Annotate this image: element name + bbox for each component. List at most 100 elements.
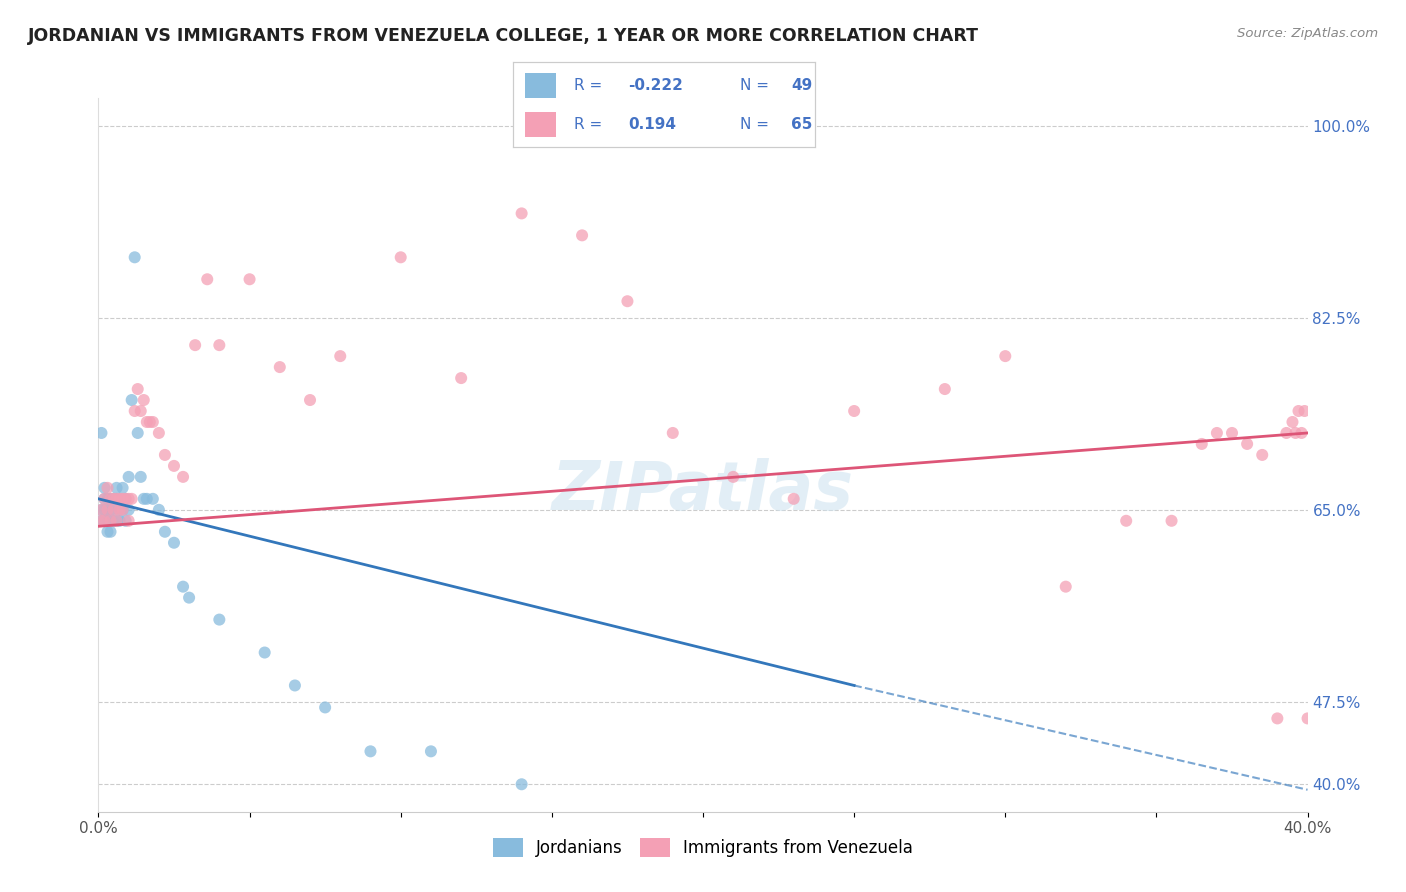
Point (96, 503, 118, 517)
Point (111, 491, 134, 506)
Point (96, 481, 118, 495)
Point (662, 425, 685, 440)
Point (93, 514, 115, 528)
Bar (526, 112, 555, 137)
Point (118, 503, 141, 517)
Point (269, 360, 291, 375)
Point (510, 206, 533, 220)
Point (132, 491, 155, 506)
Point (163, 458, 186, 473)
Point (1206, 425, 1229, 440)
Point (105, 481, 128, 495)
Point (108, 491, 131, 506)
Point (96, 503, 118, 517)
Point (208, 613, 231, 627)
Point (1291, 425, 1313, 440)
Point (103, 514, 125, 528)
Point (127, 425, 149, 440)
Point (329, 349, 352, 363)
Point (93, 491, 115, 506)
Point (1267, 711, 1289, 725)
Point (129, 404, 152, 418)
Point (148, 425, 170, 440)
Point (239, 272, 262, 286)
Point (105, 491, 128, 506)
Point (253, 646, 276, 660)
Point (360, 744, 382, 758)
Point (103, 491, 125, 506)
Text: ZIPatlas: ZIPatlas (553, 458, 853, 524)
Text: JORDANIAN VS IMMIGRANTS FROM VENEZUELA COLLEGE, 1 YEAR OR MORE CORRELATION CHART: JORDANIAN VS IMMIGRANTS FROM VENEZUELA C… (28, 27, 979, 45)
Point (124, 250, 146, 264)
Point (1294, 404, 1316, 418)
Point (723, 470, 745, 484)
Point (208, 338, 231, 352)
Point (783, 491, 806, 506)
Point (127, 382, 149, 396)
Point (934, 382, 956, 396)
Point (172, 580, 194, 594)
Point (111, 481, 134, 495)
Point (118, 514, 141, 528)
Point (389, 250, 412, 264)
Point (90, 503, 112, 517)
Text: 0.194: 0.194 (628, 117, 676, 132)
Point (1251, 448, 1274, 462)
Point (1220, 425, 1243, 440)
Point (148, 503, 170, 517)
Point (1191, 437, 1213, 451)
Point (111, 503, 134, 517)
Point (100, 503, 122, 517)
Point (103, 503, 125, 517)
Text: R =: R = (574, 78, 607, 93)
Point (299, 392, 322, 407)
Point (184, 338, 207, 352)
Point (420, 744, 443, 758)
Point (100, 514, 122, 528)
Point (90, 514, 112, 528)
Point (118, 470, 141, 484)
Point (510, 777, 533, 791)
Point (135, 415, 157, 429)
Point (844, 404, 866, 418)
Point (1160, 514, 1182, 528)
Point (135, 491, 157, 506)
Point (105, 514, 128, 528)
Text: -0.222: -0.222 (628, 78, 683, 93)
Point (179, 591, 201, 605)
Point (93, 503, 115, 517)
Point (450, 371, 472, 385)
Text: 65: 65 (792, 117, 813, 132)
Point (1288, 404, 1310, 418)
Point (994, 349, 1017, 363)
Point (100, 524, 122, 539)
Text: N =: N = (740, 78, 773, 93)
Point (100, 491, 122, 506)
Point (96, 514, 118, 528)
Point (1115, 514, 1137, 528)
Point (124, 404, 146, 418)
Point (139, 415, 162, 429)
Point (121, 491, 143, 506)
Point (108, 503, 131, 517)
Point (100, 491, 122, 506)
Point (129, 470, 152, 484)
Text: R =: R = (574, 117, 607, 132)
Point (1054, 580, 1077, 594)
Point (142, 491, 165, 506)
Point (103, 491, 125, 506)
Point (172, 470, 194, 484)
Point (616, 294, 638, 309)
Point (1281, 415, 1303, 429)
Text: 49: 49 (792, 78, 813, 93)
Point (163, 535, 186, 549)
Point (114, 491, 136, 506)
Point (90, 514, 112, 528)
Point (105, 514, 128, 528)
Point (195, 272, 218, 286)
Point (314, 700, 336, 714)
Text: N =: N = (740, 117, 773, 132)
Point (114, 491, 136, 506)
Point (114, 514, 136, 528)
Point (105, 491, 128, 506)
